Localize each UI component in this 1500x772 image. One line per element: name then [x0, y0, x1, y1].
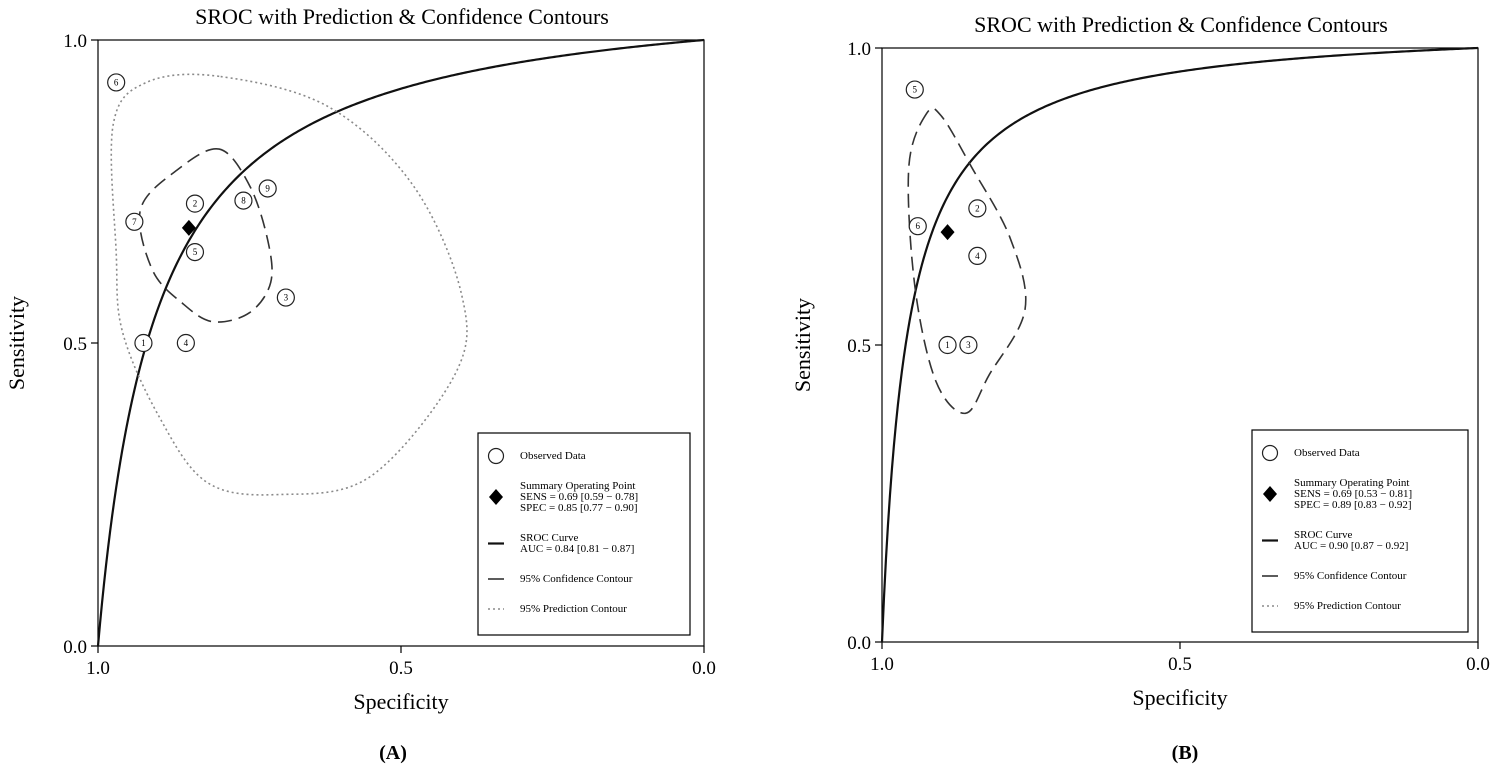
- point-label: 3: [284, 293, 289, 303]
- legend-circle-icon: [1261, 444, 1279, 462]
- legend-box: [1251, 429, 1469, 633]
- x-axis-label: Specificity: [353, 689, 448, 714]
- plot-area: 1.0 0.5 0.0 0.0 0.5 1.0 1 2 3 4 5 6 7 8 9: [63, 31, 716, 679]
- legend-text: Summary Operating Point: [520, 480, 636, 492]
- panel-label: (B): [1172, 742, 1199, 764]
- point-label: 1: [945, 340, 950, 350]
- legend-text: SENS = 0.69 [0.53 − 0.81]: [1294, 488, 1412, 500]
- x-tick-label: 0.0: [692, 658, 716, 679]
- y-axis-label: Sensitivity: [790, 298, 815, 392]
- summary-operating-point: [181, 219, 196, 236]
- legend-text: SROC Curve: [520, 532, 578, 544]
- legend-text: Observed Data: [1294, 447, 1360, 459]
- legend: Observed Data Summary Operating PointSENS…: [477, 432, 691, 636]
- plot-area: 1.0 0.5 0.0 0.0 0.5 1.0 1 2 3 4 5 6: [847, 39, 1490, 675]
- legend-text: SROC Curve: [1294, 529, 1352, 541]
- point-label: 7: [132, 217, 137, 227]
- observed-point: 6: [107, 73, 126, 92]
- observed-point: 1: [134, 333, 153, 353]
- y-axis-label: Sensitivity: [4, 296, 29, 390]
- confidence-contour: [138, 148, 273, 323]
- legend-entry: 95% Prediction Contour: [1262, 600, 1401, 612]
- legend-text: SPEC = 0.85 [0.77 − 0.90]: [520, 502, 638, 514]
- legend-entry: 95% Confidence Contour: [488, 573, 633, 585]
- panel-label: (A): [379, 742, 407, 764]
- point-label: 6: [916, 221, 921, 231]
- x-tick-label: 0.5: [389, 658, 413, 679]
- point-label: 4: [975, 251, 980, 261]
- x-tick-label: 1.0: [86, 658, 110, 679]
- point-label: 1: [141, 338, 146, 348]
- observed-point: 2: [968, 199, 987, 218]
- y-tick-label: 1.0: [847, 39, 871, 60]
- chart-title: SROC with Prediction & Confidence Contou…: [974, 12, 1388, 37]
- point-label: 3: [966, 340, 971, 350]
- y-tick-label: 0.5: [847, 336, 871, 357]
- confidence-contour: [907, 107, 1027, 415]
- y-tick-label: 0.0: [847, 633, 871, 654]
- observed-point: 3: [959, 335, 978, 355]
- legend-text: Summary Operating Point: [1294, 477, 1410, 489]
- legend-text: 95% Prediction Contour: [520, 603, 627, 615]
- point-label: 6: [114, 77, 119, 87]
- chart-panel-a: SROC with Prediction & Confidence Contou…: [4, 4, 716, 764]
- point-label: 5: [193, 247, 198, 257]
- legend-entry: 95% Prediction Contour: [488, 603, 627, 615]
- legend-text: AUC = 0.84 [0.81 − 0.87]: [520, 543, 634, 555]
- chart-title: SROC with Prediction & Confidence Contou…: [195, 4, 609, 29]
- observed-point: 4: [968, 246, 987, 265]
- point-label: 8: [241, 196, 246, 206]
- observed-point: 9: [258, 179, 277, 198]
- x-axis-label: Specificity: [1132, 685, 1227, 710]
- legend-text: SPEC = 0.89 [0.83 − 0.92]: [1294, 499, 1412, 511]
- observed-point: 4: [176, 333, 195, 353]
- x-tick-label: 1.0: [870, 654, 894, 675]
- observed-point: 6: [908, 217, 927, 236]
- legend-text: Observed Data: [520, 450, 586, 462]
- legend-circle-icon: [487, 447, 505, 465]
- observed-point: 5: [905, 80, 924, 99]
- x-tick-label: 0.5: [1168, 654, 1192, 675]
- point-label: 9: [265, 183, 270, 193]
- legend-text: AUC = 0.90 [0.87 − 0.92]: [1294, 540, 1408, 552]
- legend-box: [477, 432, 691, 636]
- legend-text: SENS = 0.69 [0.59 − 0.78]: [520, 491, 638, 503]
- point-label: 5: [913, 85, 918, 95]
- legend: Observed Data Summary Operating PointSENS…: [1251, 429, 1469, 633]
- point-label: 4: [184, 338, 189, 348]
- observed-point: 7: [125, 212, 144, 231]
- point-label: 2: [193, 199, 198, 209]
- legend-diamond-icon: [489, 489, 503, 505]
- legend-entry: Observed Data: [487, 447, 586, 465]
- legend-entry: 95% Confidence Contour: [1262, 570, 1407, 582]
- legend-text: 95% Confidence Contour: [1294, 570, 1407, 582]
- observed-point: 1: [938, 335, 957, 355]
- observed-point: 8: [234, 191, 253, 210]
- summary-operating-point: [940, 224, 955, 241]
- y-tick-label: 1.0: [63, 31, 87, 52]
- sroc-curve: [96, 38, 705, 647]
- legend-diamond-icon: [1263, 486, 1277, 502]
- x-tick-label: 0.0: [1466, 654, 1490, 675]
- observed-point: 2: [185, 194, 205, 213]
- chart-panel-b: SROC with Prediction & Confidence Contou…: [790, 12, 1490, 764]
- legend-entry: Observed Data: [1261, 444, 1360, 462]
- point-label: 2: [975, 203, 980, 213]
- observed-point: 3: [276, 288, 295, 307]
- legend-text: 95% Confidence Contour: [520, 573, 633, 585]
- legend-text: 95% Prediction Contour: [1294, 600, 1401, 612]
- observed-point: 5: [185, 243, 205, 262]
- sroc-curve: [880, 46, 1479, 643]
- y-tick-label: 0.5: [63, 334, 87, 355]
- y-tick-label: 0.0: [63, 637, 87, 658]
